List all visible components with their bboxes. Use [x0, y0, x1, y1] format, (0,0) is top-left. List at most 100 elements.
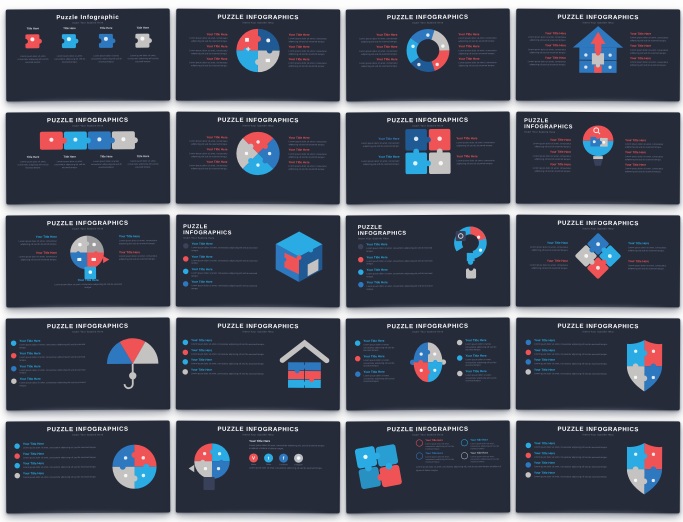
list-item-text: Lorem ipsum dolor sit amet, consectetur … — [192, 246, 259, 252]
block-title: Your Title Here — [625, 139, 669, 142]
block-title: Your Title Here — [13, 251, 57, 254]
block-text: Lorem ipsum dolor sit amet, consectetur … — [625, 143, 669, 149]
list-item-text: Lorem ipsum dolor sit amet, consectetur … — [367, 272, 434, 278]
block-text: Lorem ipsum dolor sit amet, consectetur … — [527, 167, 571, 173]
block-title: Your Title Here — [353, 34, 397, 37]
list-item-text: Lorem ipsum dolor sit amet, consectetur … — [23, 456, 96, 459]
bullet-icon — [11, 378, 17, 384]
list-item-text: Lorem ipsum dolor sit amet, consectetur … — [191, 372, 264, 375]
list-item-text: Lorem ipsum dolor sit amet, consectetur … — [191, 284, 258, 290]
slide-thumbnail-2[interactable]: PUZZLE INFOGRAPHICS Insert Your Subtitle… — [176, 9, 340, 102]
column-label: Title Here — [17, 27, 49, 30]
list-item-text: Lorem ipsum dolor sit amet, consectetur … — [19, 343, 91, 349]
circle-puzzle-pieces-graphic — [107, 440, 161, 494]
feature-text: Lorem ipsum dolor sit amet, consectetur … — [425, 455, 458, 463]
block-text: Lorem ipsum dolor sit amet, consectetur … — [527, 142, 571, 148]
head-front-puzzle-graphic — [403, 336, 453, 392]
shield-puzzle-graphic — [618, 337, 670, 394]
block-text: Lorem ipsum dolor sit amet, consectetur … — [522, 36, 566, 42]
column-text: Lorem ipsum dolor sit amet, consectetur … — [127, 54, 159, 63]
gallery-cell: PUZZLE INFOGRAPHICS Insert Your Subtitle… — [176, 9, 340, 101]
feature-icon — [461, 452, 468, 459]
puzzle-piece-icon — [60, 32, 80, 51]
block-title: Your Title Here — [524, 242, 568, 245]
circle-puzzle-quadrants-graphic — [231, 24, 284, 77]
list-item-text: Lorem ipsum dolor sit amet, consectetur … — [23, 466, 96, 469]
block-title: Your Title Here — [630, 45, 674, 48]
block-title: Your Title Here — [249, 440, 333, 443]
slide-subtitle: Insert Your Subtitle Here — [6, 124, 170, 128]
list-item-text: Lorem ipsum dolor sit amet, consectetur … — [534, 362, 607, 365]
block-text: Lorem ipsum dolor sit amet, consectetur … — [458, 49, 502, 55]
facebook-icon[interactable]: f — [279, 453, 288, 462]
social-label: Twitter — [264, 463, 273, 465]
bullet-icon — [457, 340, 463, 346]
feature-text: Lorem ipsum dolor sit amet, consectetur … — [470, 442, 503, 450]
bullet-icon — [526, 349, 532, 355]
slide-title: PUZZLE INFOGRAPHICS — [176, 425, 340, 433]
twitter-icon[interactable]: t — [264, 453, 273, 462]
list-item-text: Lorem ipsum dolor sit amet, consectetur … — [23, 475, 96, 478]
head-profile-social-graphic — [183, 439, 241, 495]
block-title: Your Title Here — [458, 45, 502, 48]
list-item-text: Lorem ipsum dolor sit amet, consectetur … — [534, 475, 607, 478]
vimeo-icon[interactable]: V — [249, 453, 258, 462]
instagram-icon[interactable]: ◉ — [294, 453, 303, 462]
block-title: Your Title Here — [459, 57, 503, 60]
block-title: Your Title Here — [522, 56, 566, 59]
block-title: Your Title Here — [289, 149, 333, 152]
slide-title: PUZZLE INFOGRAPHICS — [6, 219, 170, 227]
block-text: Lorem ipsum dolor sit amet, consectetur … — [527, 155, 571, 161]
list-item-text: Lorem ipsum dolor sit amet, consectetur … — [366, 259, 433, 265]
list-item-text: Lorem ipsum dolor sit amet, consectetur … — [466, 374, 502, 383]
column-label: Title Here — [127, 155, 159, 158]
slide-thumbnail-1[interactable]: Puzzle Infographic Insert Your Subtitle … — [6, 8, 171, 101]
bullet-icon — [183, 269, 189, 275]
block-text: Lorem ipsum dolor sit amet, consectetur … — [522, 48, 566, 54]
block-text: Lorem ipsum dolor sit amet, consectetur … — [522, 60, 566, 66]
list-item-text: Lorem ipsum dolor sit amet, consectetur … — [367, 285, 434, 291]
bullet-icon — [14, 463, 20, 469]
block-title: Your Title Here — [630, 33, 674, 36]
bullet-icon — [11, 353, 17, 359]
list-item-text: Lorem ipsum dolor sit amet, consectetur … — [191, 362, 264, 365]
block-text: Lorem ipsum dolor sit amet, consectetur … — [354, 62, 398, 68]
